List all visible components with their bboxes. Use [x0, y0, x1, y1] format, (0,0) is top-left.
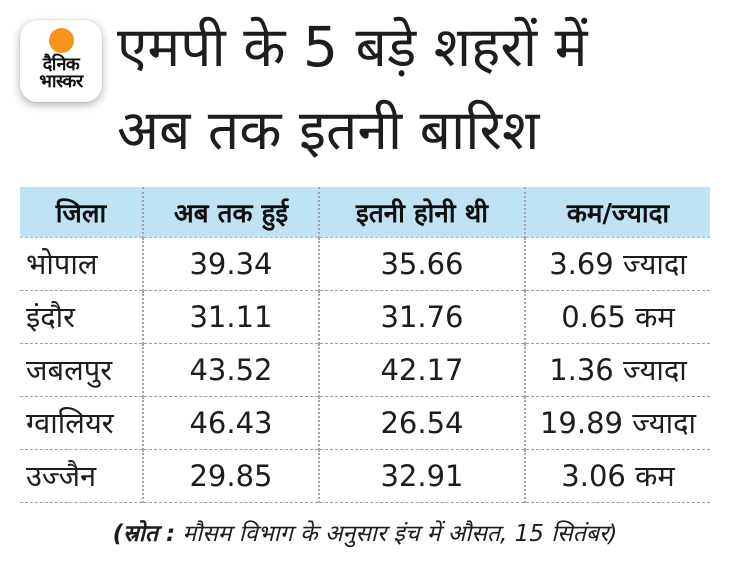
cell-expected: 32.91 [319, 449, 526, 503]
cell-actual: 39.34 [143, 237, 320, 291]
col-header-expected: इतनी होनी थी [319, 187, 526, 238]
masthead: दैनिक भास्कर एमपी के 5 बड़े शहरों में अब… [0, 0, 730, 172]
table-row-bhopal: भोपाल 39.34 35.66 3.69 ज्यादा [20, 237, 710, 291]
col-header-actual: अब तक हुई [143, 187, 320, 238]
title-line-2: अब तक इतनी बारिश [117, 98, 540, 162]
cell-diff: 19.89 ज्यादा [525, 396, 710, 450]
table-row-ujjain: उज्जैन 29.85 32.91 3.06 कम [20, 449, 710, 503]
cell-expected: 31.76 [319, 290, 526, 344]
page-title: एमपी के 5 बड़े शहरों में अब तक इतनी बारि… [117, 6, 588, 172]
table-row-indore: इंदौर 31.11 31.76 0.65 कम [20, 290, 710, 344]
table-row-gwalior: ग्वालियर 46.43 26.54 19.89 ज्यादा [20, 396, 710, 450]
table-header-row: जिला अब तक हुई इतनी होनी थी कम/ज्यादा [20, 187, 710, 238]
source-label: (स्रोत : [112, 520, 176, 547]
cell-expected: 42.17 [319, 343, 526, 397]
cell-expected: 35.66 [319, 237, 526, 291]
sun-icon [48, 28, 74, 53]
col-header-district: जिला [20, 187, 144, 238]
cell-district: ग्वालियर [20, 396, 144, 450]
table-row-jabalpur: जबलपुर 43.52 42.17 1.36 ज्यादा [20, 343, 710, 397]
logo-text-line2: भास्कर [39, 71, 83, 92]
logo-text-line1: दैनिक [42, 54, 80, 75]
col-header-diff: कम/ज्यादा [525, 187, 710, 238]
rainfall-table: जिला अब तक हुई इतनी होनी थी कम/ज्यादा भो… [20, 187, 710, 503]
table-header: जिला अब तक हुई इतनी होनी थी कम/ज्यादा [20, 187, 710, 238]
cell-diff: 3.69 ज्यादा [525, 237, 710, 291]
dainik-bhaskar-logo: दैनिक भास्कर [20, 20, 102, 102]
cell-district: भोपाल [20, 237, 144, 291]
title-line-1: एमपी के 5 बड़े शहरों में [117, 15, 588, 79]
cell-district: उज्जैन [20, 449, 144, 503]
source-text: मौसम विभाग के अनुसार इंच में औसत, 15 सित… [182, 520, 618, 547]
cell-actual: 43.52 [143, 343, 320, 397]
cell-diff: 3.06 कम [525, 449, 710, 503]
cell-actual: 31.11 [143, 290, 320, 344]
cell-actual: 46.43 [143, 396, 320, 450]
table-body: भोपाल 39.34 35.66 3.69 ज्यादा इंदौर 31.1… [20, 237, 710, 503]
cell-district: जबलपुर [20, 343, 144, 397]
cell-diff: 0.65 कम [525, 290, 710, 344]
cell-district: इंदौर [20, 290, 144, 344]
cell-diff: 1.36 ज्यादा [525, 343, 710, 397]
source-note: (स्रोत : मौसम विभाग के अनुसार इंच में औस… [0, 516, 730, 548]
cell-actual: 29.85 [143, 449, 320, 503]
cell-expected: 26.54 [319, 396, 526, 450]
